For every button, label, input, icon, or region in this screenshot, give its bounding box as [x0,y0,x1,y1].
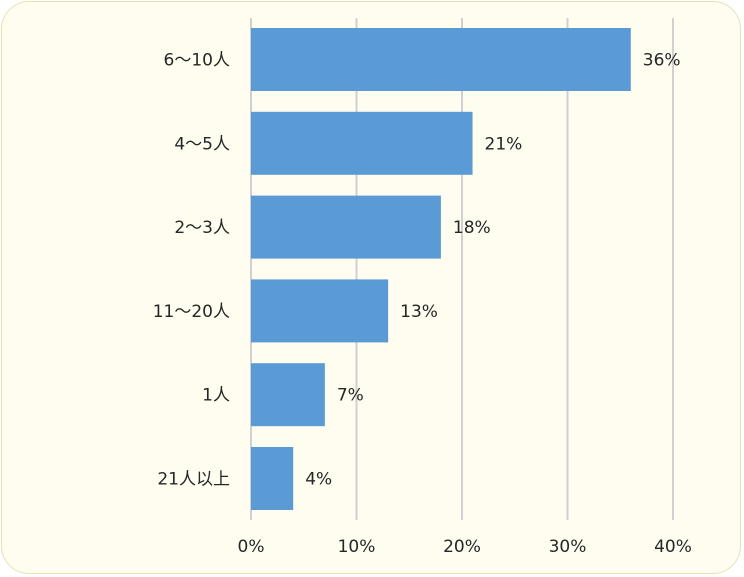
value-label-0: 36% [643,51,681,71]
category-label-1: 4～5人 [174,134,230,154]
bar-1 [251,111,473,175]
bar-5 [251,447,294,510]
x-tick-label-3: 30% [549,537,587,557]
x-tick-label-0: 0% [238,537,265,557]
bar-2 [251,195,441,259]
category-label-2: 2～3人 [174,218,230,238]
value-label-2: 18% [453,218,491,238]
x-tick-label-4: 40% [654,537,692,557]
x-tick-label-1: 10% [338,537,376,557]
bar-0 [251,28,631,91]
value-label-1: 21% [485,134,523,154]
category-label-3: 11～20人 [153,302,230,322]
category-label-5: 21人以上 [157,470,230,490]
category-label-0: 6～10人 [164,51,230,71]
x-tick-label-2: 20% [443,537,481,557]
category-label-4: 1人 [202,386,230,406]
value-label-3: 13% [400,302,438,322]
value-label-5: 4% [305,470,332,490]
bar-3 [251,279,389,343]
value-label-4: 7% [337,386,364,406]
bar-4 [251,363,325,427]
